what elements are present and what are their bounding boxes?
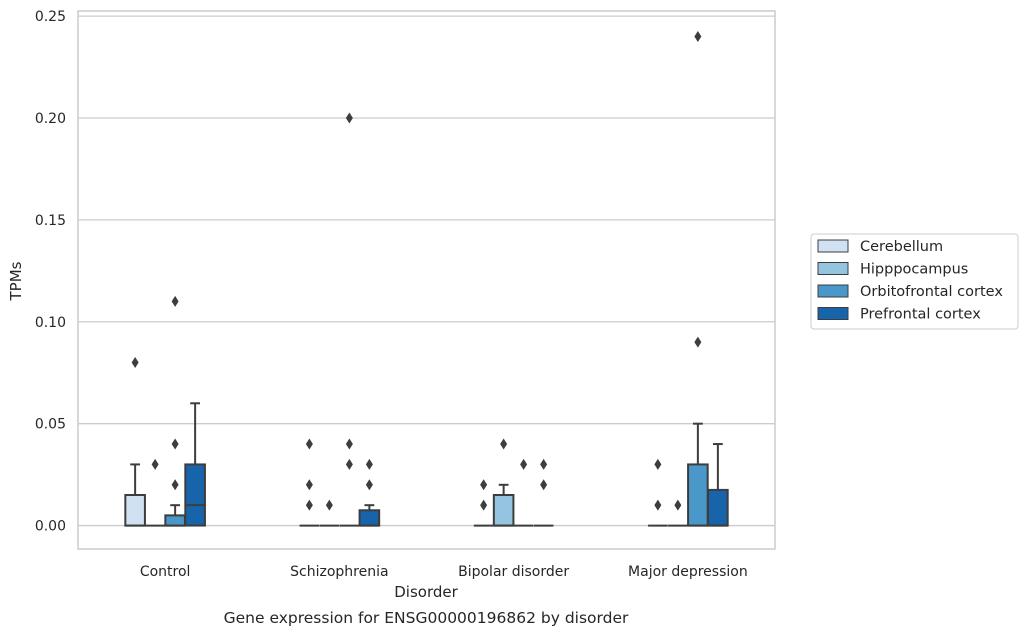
legend-label: Cerebellum (860, 239, 943, 255)
outlier (674, 499, 682, 511)
legend-label: Prefrontal cortex (860, 307, 981, 323)
outlier (171, 438, 179, 450)
outlier (694, 336, 702, 348)
y-tick-label: 0.05 (35, 417, 66, 433)
box-plot (319, 499, 340, 527)
outlier (365, 479, 373, 491)
box-plot (358, 458, 381, 527)
legend-item: Cerebellum (817, 239, 943, 255)
outlier (480, 499, 488, 511)
legend-swatch (817, 307, 849, 320)
box-plot (492, 438, 515, 527)
x-tick-label: Control (140, 564, 191, 580)
legend-swatch (817, 262, 849, 275)
outlier (305, 438, 313, 450)
x-tick-label: Major depression (628, 564, 748, 580)
box-plot (648, 458, 668, 527)
outlier (654, 499, 662, 511)
legend-label: Hipppocampus (860, 262, 968, 278)
outlier (520, 458, 528, 470)
outlier (345, 458, 353, 470)
box-plot (299, 438, 320, 527)
y-tick-labels: 0.00 0.05 0.10 0.15 0.20 0.25 (35, 9, 66, 534)
boxes (124, 30, 729, 527)
box-plot (164, 295, 186, 527)
outlier (694, 30, 702, 42)
outlier (171, 295, 179, 307)
x-axis-label: Disorder (394, 583, 458, 601)
y-tick-label: 0.10 (35, 315, 66, 331)
y-tick-label: 0.00 (35, 519, 66, 535)
legend-swatch (817, 284, 849, 298)
box-plot (668, 499, 688, 527)
box-plot (707, 443, 729, 527)
outlier (305, 499, 313, 511)
box-plot (339, 112, 360, 527)
outlier (654, 458, 662, 470)
box-plot (184, 402, 206, 527)
y-axis-label: TPMs (7, 261, 25, 301)
outlier (305, 479, 313, 491)
box (707, 488, 729, 527)
outlier (345, 438, 353, 450)
y-tick-label: 0.20 (35, 111, 66, 127)
legend-item: Orbitofrontal cortex (817, 284, 1003, 300)
outlier (540, 458, 548, 470)
outlier (151, 458, 159, 470)
legend-item: Prefrontal cortex (817, 307, 981, 323)
legend-frame (810, 233, 1019, 330)
y-tick-label: 0.25 (35, 9, 66, 25)
x-tick-labels: Control Schizophrenia Bipolar disorder Majo… (140, 564, 748, 580)
outlier (131, 357, 139, 369)
box (492, 493, 515, 527)
legend-swatch (817, 239, 849, 253)
outlier (325, 499, 333, 511)
outlier (365, 458, 373, 470)
outlier (345, 112, 353, 124)
outlier (480, 479, 488, 491)
box-plot (473, 479, 494, 527)
box-plot (533, 458, 554, 527)
box-plot (513, 458, 534, 527)
box (164, 514, 186, 527)
legend-item: Hipppocampus (817, 262, 968, 278)
x-tick-label: Bipolar disorder (458, 564, 569, 580)
x-tick-label: Schizophrenia (290, 564, 388, 580)
y-tick-label: 0.15 (35, 213, 66, 229)
box-plot (124, 357, 146, 527)
box-plot (145, 458, 165, 527)
legend-label: Orbitofrontal cortex (860, 284, 1003, 300)
figure-caption: Gene expression for ENSG00000196862 by d… (224, 609, 629, 627)
box (124, 493, 146, 527)
plot-frame (77, 10, 776, 550)
box (687, 463, 709, 527)
box (184, 463, 206, 527)
legend: Cerebellum Hipppocampus Orbitofrontal cort… (810, 233, 1019, 330)
outlier (500, 438, 508, 450)
outlier (171, 479, 179, 491)
box (358, 509, 381, 527)
outlier (540, 479, 548, 491)
